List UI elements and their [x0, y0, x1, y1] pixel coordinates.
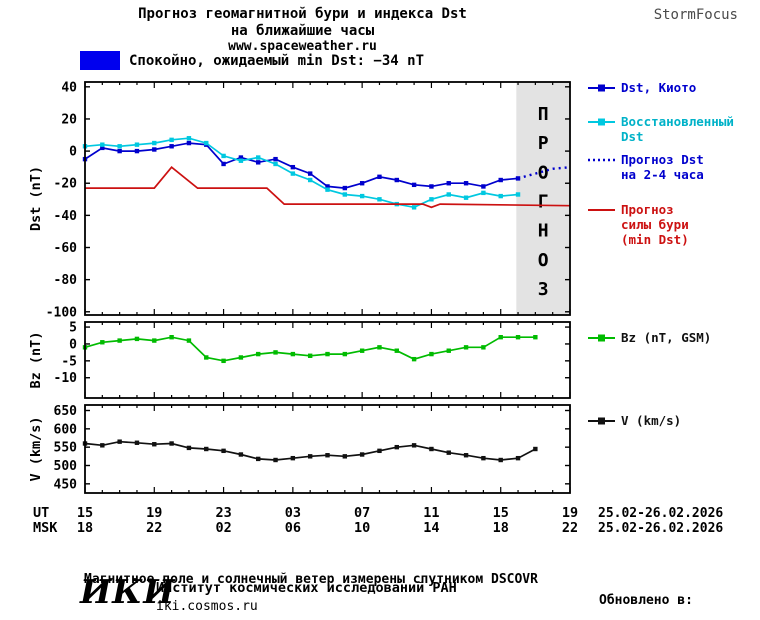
y-tick-label: -80	[54, 273, 78, 288]
legend-label: Dst	[621, 129, 644, 144]
x-tick-msk: 22	[146, 520, 162, 536]
x-tick-msk: 14	[423, 520, 439, 536]
x-tick-ut: 19	[146, 505, 162, 521]
legend-item-2: Прогноз Dst на 2-4 часа	[588, 152, 704, 182]
series-storm-forecast	[85, 166, 571, 209]
title-line-2: на ближайшие часы	[230, 22, 375, 39]
panel-bz: 50 -5 -10 Bz (nT)	[28, 321, 571, 399]
legend-marker-icon	[588, 417, 615, 425]
y-tick-label: 20	[61, 112, 77, 127]
legend-marker-icon	[588, 334, 615, 342]
legend-marker-icon	[588, 118, 615, 126]
legend-label: V (km/s)	[621, 413, 682, 428]
x-tick-ut: 15	[493, 505, 509, 521]
forecast-region	[516, 82, 570, 315]
date-range-msk: 25.02-26.02.2026	[598, 521, 723, 536]
footer-note-line-1: Магнитное поле и солнечный ветер измерен…	[84, 572, 538, 587]
legend-label: Bz (nT, GSM)	[621, 330, 712, 345]
footer-note: Магнитное поле и солнечный ветер измерен…	[84, 536, 538, 620]
legend-item-1: Восстановленный Dst	[588, 114, 734, 144]
title-line-1: Прогноз геомагнитной бури и индекса Dst	[138, 6, 467, 22]
legend-item-4: Bz (nT, GSM)	[588, 330, 711, 345]
legend-label: Прогноз	[621, 202, 674, 217]
x-tick-ut: 23	[215, 505, 231, 521]
y-tick-label: 600	[54, 422, 78, 437]
y-tick-label: -20	[54, 177, 78, 192]
legend-item-5: V (km/s)	[588, 413, 681, 428]
msk-axis-label: MSK	[33, 520, 58, 536]
ut-axis-label: UT	[33, 505, 49, 521]
org-url[interactable]: iki.cosmos.ru	[156, 599, 258, 614]
y-axis-label: Dst (nT)	[28, 166, 44, 231]
legend-marker-icon	[588, 84, 615, 92]
legend-label: Dst, Киото	[621, 80, 697, 95]
legend-label: на 2-4 часа	[621, 167, 704, 182]
y-tick-label: 450	[54, 477, 78, 492]
x-tick-msk: 22	[562, 520, 578, 536]
y-tick-label: 550	[54, 441, 78, 456]
series-dst-kyoto	[84, 142, 519, 189]
y-tick-label: 40	[61, 80, 77, 95]
x-tick-ut: 03	[285, 505, 301, 521]
y-tick-label: 5	[69, 321, 77, 336]
updated-label: Обновлено в:	[599, 593, 693, 608]
x-tick-msk: 18	[493, 520, 509, 536]
y-tick-label: -5	[61, 354, 77, 369]
panel-dst: П Р О Г Н О З 40 20 0 -20 -40 -60 -80 -100 Dst (nT)	[28, 80, 571, 320]
org-name: Институт космических исследований РАН	[156, 580, 457, 596]
x-tick-msk: 18	[77, 520, 93, 536]
status-line: Спокойно, ожидаемый min Dst: −34 nT	[80, 51, 424, 70]
legend-marker-icon	[588, 158, 615, 162]
y-tick-label: 0	[69, 145, 77, 160]
y-tick-label: 500	[54, 459, 78, 474]
panel-v: 650 600 550 500 450 V (km/s)	[28, 404, 571, 494]
updated-block: Обновлено в: UT 15:05, 26.02.2026 MSK 18…	[599, 561, 757, 620]
x-tick-ut: 19	[562, 505, 578, 521]
x-tick-msk: 02	[215, 520, 231, 536]
y-axis-label: V (km/s)	[28, 416, 44, 481]
y-tick-label: 0	[69, 337, 77, 352]
x-tick-ut: 07	[354, 505, 370, 521]
legend-item-0: Dst, Киото	[588, 80, 696, 95]
legend-label: Восстановленный	[621, 114, 734, 129]
legend-marker-icon	[588, 209, 615, 211]
y-tick-label: -40	[54, 209, 78, 224]
status-color-swatch	[80, 51, 120, 70]
x-tick-ut: 15	[77, 505, 93, 521]
x-tick-ut: 11	[423, 505, 439, 521]
page-title: Прогноз геомагнитной бури и индекса Dst …	[30, 6, 575, 56]
date-range-ut: 25.02-26.02.2026	[598, 506, 723, 521]
legend-label: Прогноз Dst	[621, 152, 704, 167]
series-dst-reconstructed	[84, 137, 519, 209]
x-tick-msk: 06	[285, 520, 301, 536]
legend-item-3: Прогноз силы бури (min Dst)	[588, 202, 689, 247]
chart-legend: Dst, Киото Восстановленный Dst Прогноз Dst н…	[588, 0, 760, 520]
site-link[interactable]: www.spaceweather.ru	[228, 39, 377, 54]
brand-logo: StormFocus	[653, 7, 738, 23]
y-tick-label: -10	[54, 371, 78, 386]
iki-logo: ИКИ	[80, 572, 176, 611]
y-tick-label: -60	[54, 241, 78, 256]
status-label: Спокойно, ожидаемый min Dst: −34 nT	[129, 52, 425, 69]
x-tick-msk: 10	[354, 520, 370, 536]
y-axis-label: Bz (nT)	[28, 332, 44, 389]
y-tick-label: -100	[46, 305, 77, 320]
legend-label: силы бури	[621, 217, 689, 232]
y-tick-label: 650	[54, 404, 78, 419]
legend-label: (min Dst)	[621, 232, 689, 247]
